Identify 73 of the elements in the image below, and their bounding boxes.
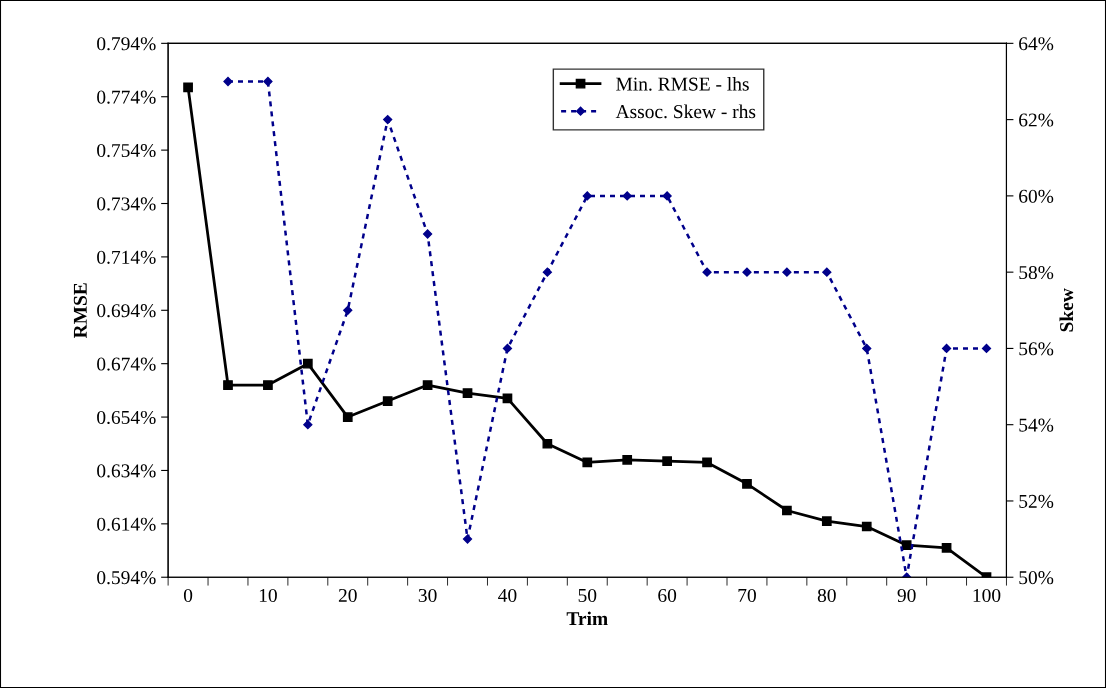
point (622, 191, 632, 201)
y-tick-label: 0.714% (97, 250, 156, 264)
point (941, 543, 952, 553)
y-tick-label: 0.634% (97, 464, 156, 478)
point (782, 267, 792, 277)
y-axis-title: RMSE (73, 283, 87, 339)
point (702, 267, 712, 277)
y-tick-label: 0.754% (97, 143, 156, 158)
y-tick-label: 0.674% (97, 357, 156, 371)
point (862, 343, 872, 354)
point (782, 505, 792, 516)
x-tick-label: 20 (338, 588, 357, 603)
x-tick-label: 30 (418, 588, 437, 603)
x-tick-label: 60 (658, 588, 677, 603)
legend-label: Min. RMSE - lhs (616, 76, 749, 91)
legend-label: Assoc. Skew - rhs (615, 104, 756, 119)
point (223, 380, 233, 390)
point (542, 267, 552, 277)
x-axis-title: Trim (566, 611, 608, 626)
point (382, 396, 393, 406)
x-tick-label: 50 (578, 588, 597, 603)
x-tick-label: 0 (183, 588, 193, 603)
point (981, 343, 992, 354)
y-tick-label: 0.614% (97, 517, 156, 531)
y-tick-label: 0.654% (97, 410, 156, 425)
y2-tick-label: 60% (1019, 189, 1054, 203)
point (821, 516, 832, 527)
point (502, 343, 513, 354)
point (662, 456, 672, 466)
point (183, 82, 193, 93)
point (702, 457, 712, 468)
y2-tick-label: 62% (1019, 113, 1054, 127)
y2-tick-label: 56% (1019, 342, 1054, 356)
x-tick-label: 90 (897, 588, 916, 603)
y-tick-label: 0.774% (97, 90, 156, 104)
x-tick-label: 10 (259, 588, 277, 603)
point (941, 343, 952, 354)
point (462, 388, 473, 398)
y2-tick-label: 52% (1019, 494, 1054, 508)
y-tick-label: 0.694% (97, 304, 156, 318)
y2-tick-label: 54% (1019, 418, 1054, 432)
point (582, 191, 592, 201)
point (343, 305, 353, 315)
y2-tick-label: 58% (1019, 265, 1054, 280)
point (303, 420, 313, 430)
point (742, 478, 752, 489)
point (542, 438, 553, 449)
y2-tick-label: 64% (1019, 37, 1054, 51)
point (861, 521, 872, 532)
y2-tick-label: 50% (1019, 571, 1054, 585)
point (383, 114, 393, 125)
point (901, 540, 912, 551)
y-tick-label: 0.794% (97, 37, 156, 51)
x-tick-label: 70 (738, 588, 756, 603)
point (422, 229, 433, 239)
x-tick-label: 80 (817, 588, 836, 603)
point (822, 267, 832, 277)
point (263, 380, 273, 390)
x-tick-label: 100 (973, 588, 1001, 603)
point (263, 76, 273, 87)
y-tick-label: 0.734% (97, 197, 156, 211)
point (302, 358, 313, 369)
x-tick-label: 40 (498, 588, 517, 603)
point (462, 534, 473, 544)
point (342, 412, 353, 422)
y-tick-label: 0.594% (97, 571, 156, 585)
point (622, 454, 633, 465)
point (422, 380, 433, 390)
point (742, 267, 752, 277)
point (662, 191, 672, 201)
point (582, 457, 593, 468)
y2-axis-title: Skew (1059, 288, 1074, 332)
point (223, 76, 233, 87)
